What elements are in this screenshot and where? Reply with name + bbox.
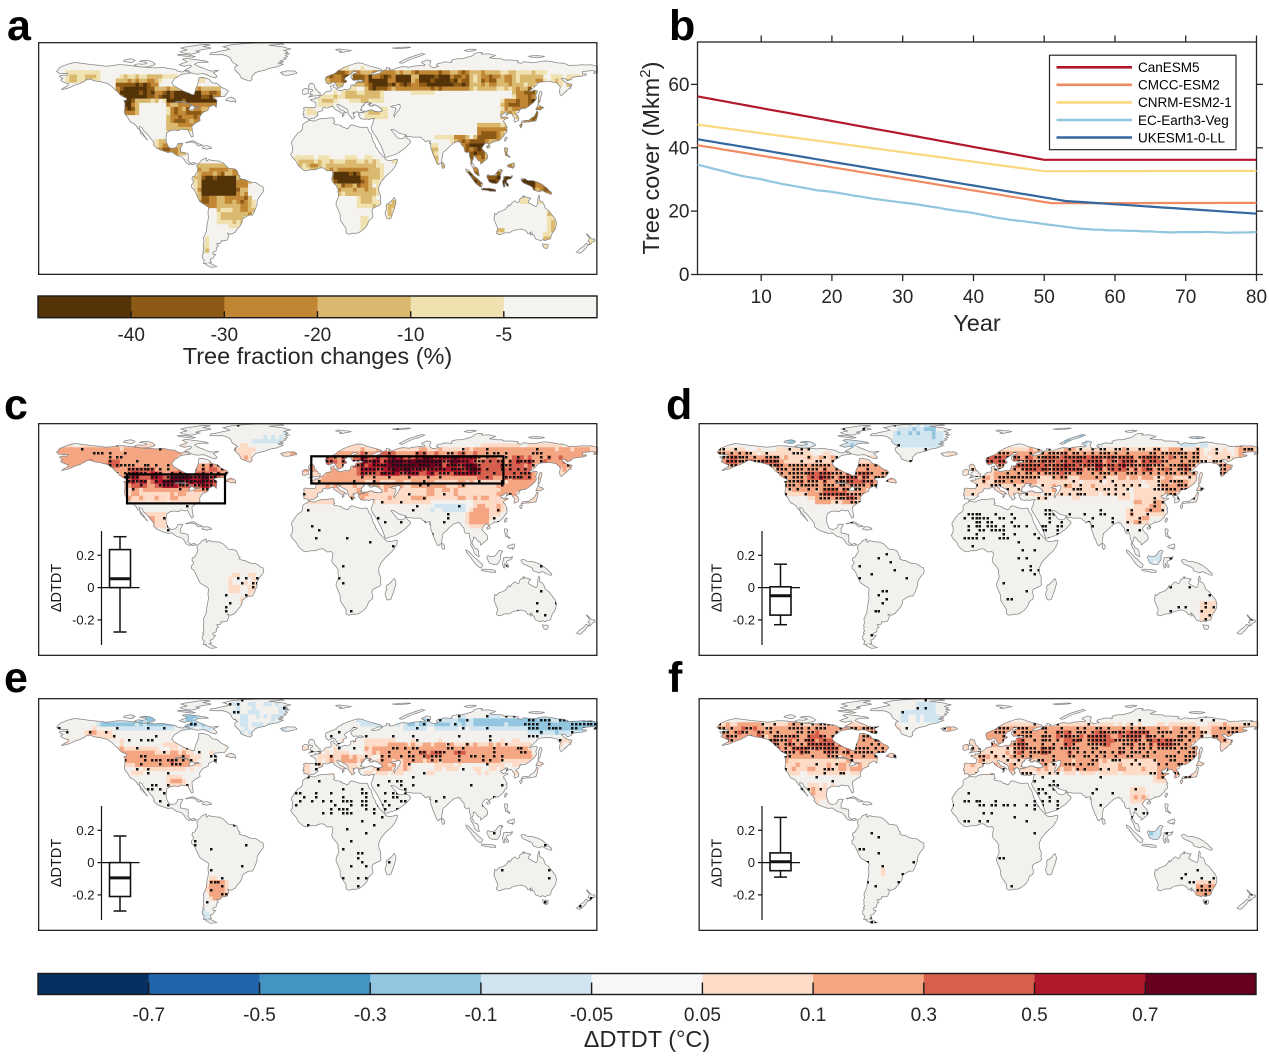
- svg-text:-0.1: -0.1: [465, 1005, 498, 1026]
- svg-text:0.2: 0.2: [76, 548, 94, 563]
- svg-text:-5: -5: [495, 325, 512, 346]
- svg-text:-10: -10: [397, 325, 424, 346]
- svg-text:20: 20: [821, 287, 842, 308]
- svg-text:40: 40: [963, 287, 984, 308]
- svg-text:ΔDTDT: ΔDTDT: [710, 564, 726, 612]
- svg-text:Year: Year: [953, 310, 1001, 336]
- svg-text:-0.3: -0.3: [354, 1005, 387, 1026]
- svg-text:-0.7: -0.7: [132, 1005, 165, 1026]
- svg-text:60: 60: [1104, 287, 1125, 308]
- svg-text:Tree fraction changes (%): Tree fraction changes (%): [183, 343, 453, 369]
- svg-text:Tree cover (Mkm2): Tree cover (Mkm2): [637, 62, 664, 255]
- svg-text:-0.2: -0.2: [72, 612, 94, 627]
- svg-text:0: 0: [748, 855, 755, 870]
- svg-text:80: 80: [1246, 287, 1267, 308]
- svg-text:UKESM1-0-LL: UKESM1-0-LL: [1138, 130, 1226, 145]
- svg-text:CanESM5: CanESM5: [1138, 60, 1200, 75]
- svg-text:-30: -30: [211, 325, 238, 346]
- svg-text:30: 30: [892, 287, 913, 308]
- svg-text:-0.2: -0.2: [72, 887, 94, 902]
- svg-text:a: a: [7, 2, 32, 50]
- svg-text:c: c: [4, 381, 28, 429]
- svg-text:40: 40: [668, 138, 689, 159]
- svg-text:-0.2: -0.2: [733, 612, 755, 627]
- svg-text:b: b: [669, 2, 695, 50]
- svg-text:0.05: 0.05: [684, 1005, 721, 1026]
- svg-text:70: 70: [1175, 287, 1196, 308]
- svg-text:0.2: 0.2: [737, 823, 755, 838]
- svg-text:0.5: 0.5: [1021, 1005, 1047, 1026]
- svg-text:e: e: [4, 654, 28, 702]
- svg-text:0: 0: [87, 855, 94, 870]
- svg-text:20: 20: [668, 202, 689, 223]
- svg-text:0.3: 0.3: [911, 1005, 937, 1026]
- svg-text:d: d: [666, 381, 692, 429]
- svg-text:EC-Earth3-Veg: EC-Earth3-Veg: [1138, 113, 1229, 128]
- svg-text:-0.5: -0.5: [243, 1005, 276, 1026]
- svg-text:-40: -40: [117, 325, 144, 346]
- svg-text:-0.05: -0.05: [570, 1005, 613, 1026]
- svg-text:0: 0: [679, 265, 690, 286]
- svg-text:0: 0: [87, 580, 94, 595]
- svg-text:60: 60: [668, 75, 689, 96]
- svg-text:ΔDTDT: ΔDTDT: [49, 839, 65, 887]
- svg-text:0: 0: [748, 580, 755, 595]
- svg-text:CNRM-ESM2-1: CNRM-ESM2-1: [1138, 95, 1232, 110]
- svg-text:0.7: 0.7: [1132, 1005, 1158, 1026]
- svg-text:CMCC-ESM2: CMCC-ESM2: [1138, 78, 1220, 93]
- svg-text:10: 10: [751, 287, 772, 308]
- svg-text:0.1: 0.1: [800, 1005, 826, 1026]
- svg-text:-0.2: -0.2: [733, 887, 755, 902]
- svg-text:ΔDTDT (°C): ΔDTDT (°C): [584, 1026, 710, 1052]
- svg-text:f: f: [668, 654, 683, 702]
- svg-text:0.2: 0.2: [76, 823, 94, 838]
- svg-text:ΔDTDT: ΔDTDT: [49, 564, 65, 612]
- svg-text:-20: -20: [304, 325, 331, 346]
- svg-text:ΔDTDT: ΔDTDT: [710, 839, 726, 887]
- svg-text:50: 50: [1034, 287, 1055, 308]
- svg-text:0.2: 0.2: [737, 548, 755, 563]
